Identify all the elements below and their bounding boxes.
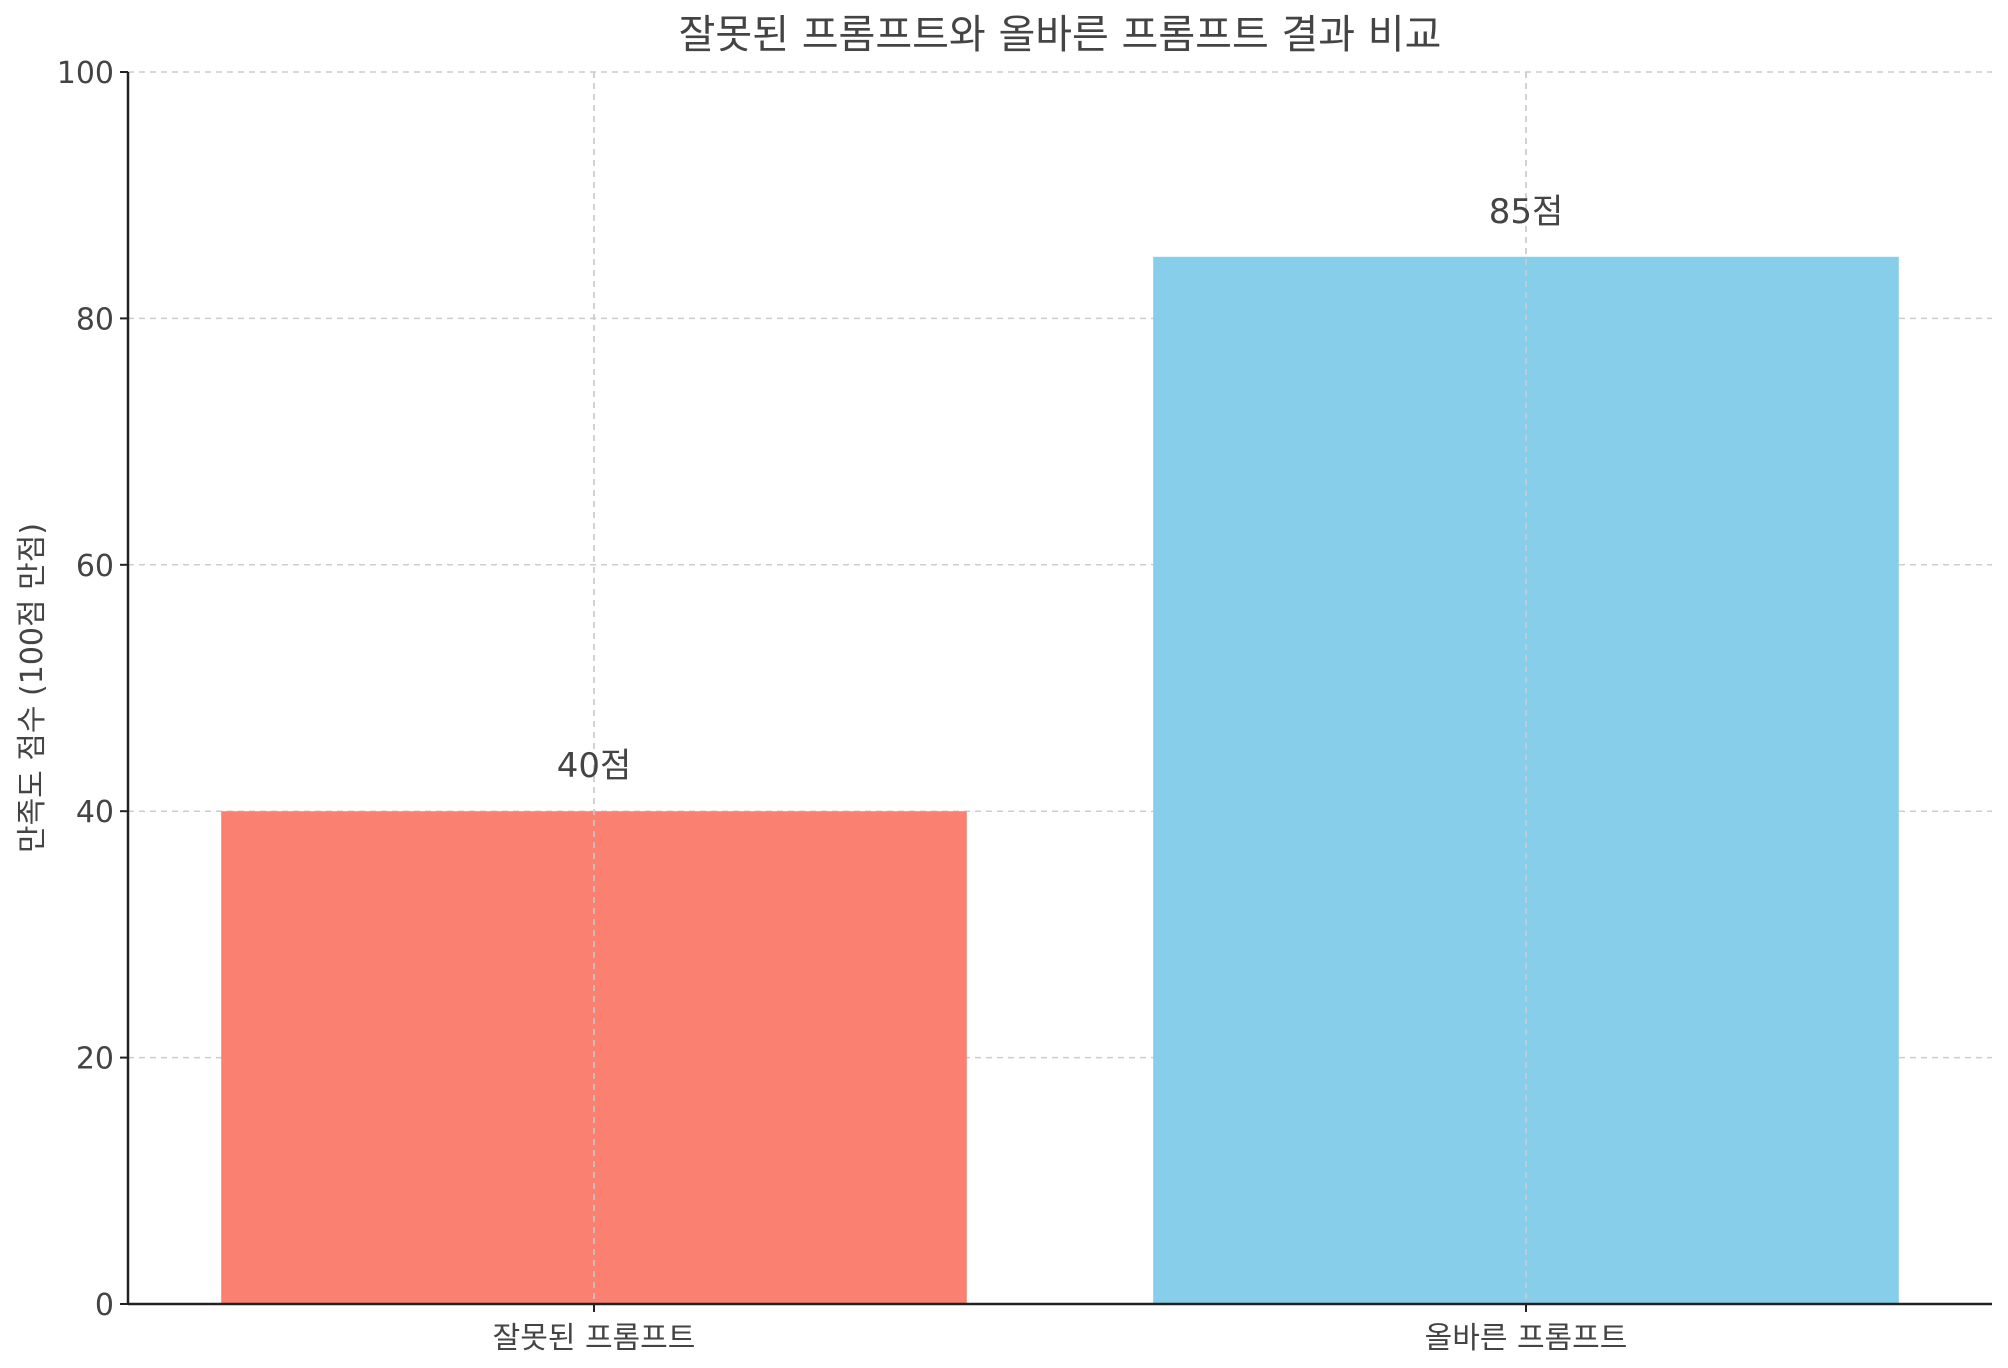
y-axis-label: 만족도 점수 (100점 만점) bbox=[15, 523, 50, 853]
x-tick-label: 올바른 프롬프트 bbox=[1425, 1321, 1628, 1356]
y-tick-label: 80 bbox=[76, 302, 114, 337]
y-tick-label: 60 bbox=[76, 549, 114, 584]
x-tick-label: 잘못된 프롬프트 bbox=[493, 1321, 696, 1356]
y-tick-label: 100 bbox=[57, 56, 114, 91]
bar-value-label: 40점 bbox=[557, 746, 632, 786]
axes bbox=[126, 72, 1992, 1306]
bar-value-label: 85점 bbox=[1489, 192, 1564, 232]
y-tick-label: 20 bbox=[76, 1042, 114, 1077]
bars bbox=[221, 72, 1899, 1304]
chart-title: 잘못된 프롬프트와 올바른 프롬프트 결과 비교 bbox=[679, 12, 1442, 58]
y-tick-label: 0 bbox=[95, 1288, 114, 1323]
value-labels: 40점 85점 bbox=[557, 192, 1564, 786]
ticks: 0 20 40 60 80 100 잘못된 프롬프트 올바른 프롬프트 bbox=[57, 56, 1628, 1356]
y-tick-label: 40 bbox=[76, 795, 114, 830]
